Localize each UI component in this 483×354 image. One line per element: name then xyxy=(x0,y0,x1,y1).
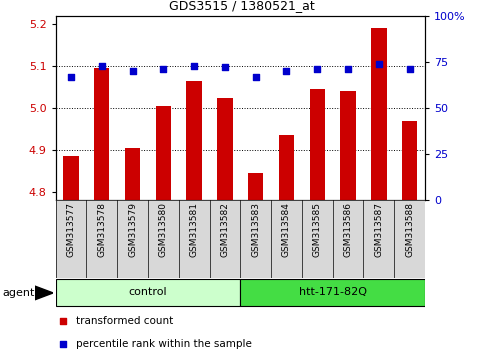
Point xyxy=(406,67,413,72)
Bar xyxy=(240,279,425,307)
Bar xyxy=(156,106,171,200)
Text: GSM313580: GSM313580 xyxy=(159,202,168,257)
Point xyxy=(159,67,167,72)
Bar xyxy=(341,91,356,200)
Point xyxy=(375,61,383,67)
Text: GSM313579: GSM313579 xyxy=(128,202,137,257)
Bar xyxy=(63,156,79,200)
Point xyxy=(59,318,67,324)
Text: GSM313578: GSM313578 xyxy=(97,202,106,257)
Text: GSM313584: GSM313584 xyxy=(282,202,291,257)
Point xyxy=(221,65,229,70)
Text: percentile rank within the sample: percentile rank within the sample xyxy=(76,339,252,349)
Bar xyxy=(279,135,294,200)
Bar xyxy=(125,148,140,200)
Point xyxy=(190,63,198,68)
Text: control: control xyxy=(128,287,167,297)
Bar xyxy=(56,279,241,307)
Bar xyxy=(310,89,325,200)
Point xyxy=(252,74,259,80)
Text: htt-171-82Q: htt-171-82Q xyxy=(298,287,367,297)
Point xyxy=(59,341,67,347)
Polygon shape xyxy=(35,286,53,300)
Point xyxy=(67,74,75,80)
Bar xyxy=(248,173,263,200)
Text: GSM313583: GSM313583 xyxy=(251,202,260,257)
Bar xyxy=(402,120,417,200)
Point xyxy=(344,67,352,72)
Bar xyxy=(94,68,110,200)
Point xyxy=(313,67,321,72)
Text: GSM313582: GSM313582 xyxy=(220,202,229,257)
Text: GDS3515 / 1380521_at: GDS3515 / 1380521_at xyxy=(169,0,314,12)
Text: GSM313588: GSM313588 xyxy=(405,202,414,257)
Bar xyxy=(371,28,386,200)
Text: GSM313577: GSM313577 xyxy=(67,202,75,257)
Text: transformed count: transformed count xyxy=(76,316,173,326)
Point xyxy=(98,63,106,68)
Bar xyxy=(217,97,233,200)
Point xyxy=(128,68,136,74)
Bar xyxy=(186,81,202,200)
Text: GSM313587: GSM313587 xyxy=(374,202,384,257)
Text: GSM313581: GSM313581 xyxy=(190,202,199,257)
Point xyxy=(283,68,290,74)
Text: agent: agent xyxy=(2,288,35,298)
Text: GSM313585: GSM313585 xyxy=(313,202,322,257)
Text: GSM313586: GSM313586 xyxy=(343,202,353,257)
